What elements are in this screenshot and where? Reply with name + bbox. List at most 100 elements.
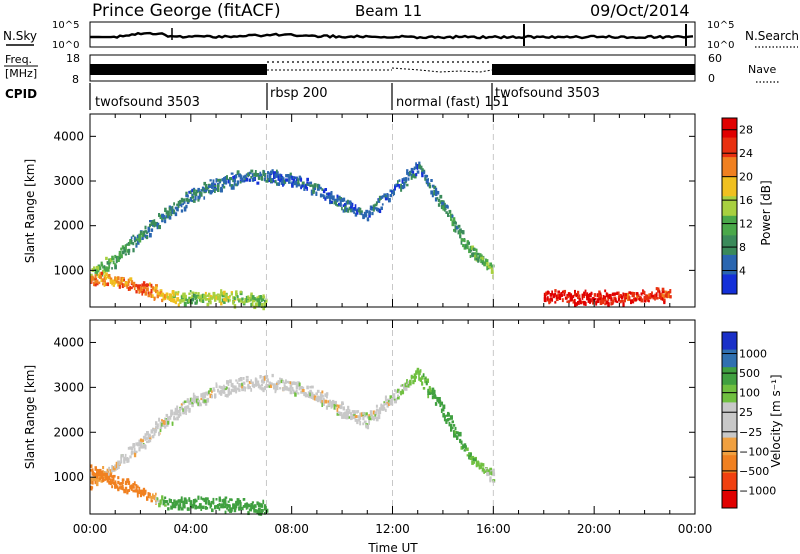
echo-point [155,429,157,434]
echo-point [108,475,111,481]
echo-point [474,257,477,261]
echo-point [437,398,441,403]
echo-point [197,402,200,406]
colorbar-tick-label: −1000 [739,484,776,497]
echo-point [248,381,252,384]
echo-point [587,299,591,303]
echo-point [443,202,446,208]
echo-point [120,460,123,464]
echo-point [330,200,333,204]
echo-point [96,265,99,270]
echo-point [99,471,102,474]
echo-point [253,297,256,303]
echo-point [99,474,102,479]
echo-point [180,197,183,202]
echo-point [563,293,566,297]
echo-point [168,499,171,503]
echo-point [214,188,216,193]
echo-point [312,185,316,190]
echo-point [543,295,547,299]
echo-point [595,300,598,304]
velocity-x-ticks: 00:00 04:00 08:00 12:00 16:00 20:00 00:00 [73,320,712,536]
echo-point [633,298,636,302]
echo-point [442,407,445,412]
echo-point [286,380,289,384]
echo-point [347,415,350,420]
echo-point [211,182,214,187]
echo-point [236,183,239,186]
echo-point [209,393,213,399]
echo-point [206,188,209,191]
echo-point [377,207,380,213]
echo-point [247,383,250,388]
echo-point [362,422,365,426]
echo-point [155,497,157,500]
echo-point [489,266,493,269]
freq-panel: Freq. [MHz] 18 8 60 0 Nave [4,52,780,86]
echo-point [90,480,92,484]
echo-point [418,161,421,165]
echo-point [669,295,672,299]
echo-point [146,231,149,234]
echo-point [419,369,422,373]
echo-point [574,302,577,307]
echo-point [400,187,403,192]
echo-point [300,386,303,390]
echo-point [127,287,131,291]
echo-point [362,214,365,220]
echo-point [262,379,265,383]
echo-point [651,291,653,295]
echo-point [223,389,225,393]
cpid-mode-1: twofsound 3503 [95,95,200,110]
echo-point [297,178,300,181]
echo-point [132,443,135,449]
echo-point [298,387,301,391]
echo-point [153,289,157,292]
echo-point [96,281,99,286]
echo-point [325,195,329,199]
echo-point [132,248,135,253]
echo-point [135,484,138,488]
echo-point [321,394,324,398]
station-title: Prince George (fitACF) [92,1,281,21]
echo-point [306,177,309,182]
echo-point [454,221,457,225]
echo-point [232,505,235,510]
echo-point [220,504,223,509]
echo-point [236,295,239,299]
echo-point [623,292,627,296]
echo-point [397,180,399,185]
echo-point [130,239,133,245]
colorbar-tick-label: −100 [739,445,769,458]
echo-point [180,403,184,406]
echo-point [204,505,207,510]
echo-point [212,387,215,391]
echo-point [301,386,305,391]
echo-point [380,195,384,199]
echo-point [220,385,223,389]
echo-point [127,242,131,245]
echo-point [447,214,450,218]
echo-point [139,230,143,236]
echo-point [643,298,647,303]
echo-point [472,458,475,462]
echo-point [191,301,194,305]
echo-point [480,256,483,259]
echo-point [103,280,106,284]
echo-point [581,295,584,300]
echo-point [474,254,477,259]
echo-point [183,302,187,307]
echo-point [105,256,108,261]
echo-point [214,296,217,301]
echo-point [475,253,478,257]
echo-point [203,393,207,399]
echo-point [626,292,630,298]
echo-point [369,205,373,210]
echo-point [117,465,120,469]
echo-point [239,174,242,177]
echo-point [230,184,234,188]
echo-point [173,415,176,419]
echo-point [630,299,632,305]
echo-point [325,392,329,396]
echo-point [457,224,461,228]
